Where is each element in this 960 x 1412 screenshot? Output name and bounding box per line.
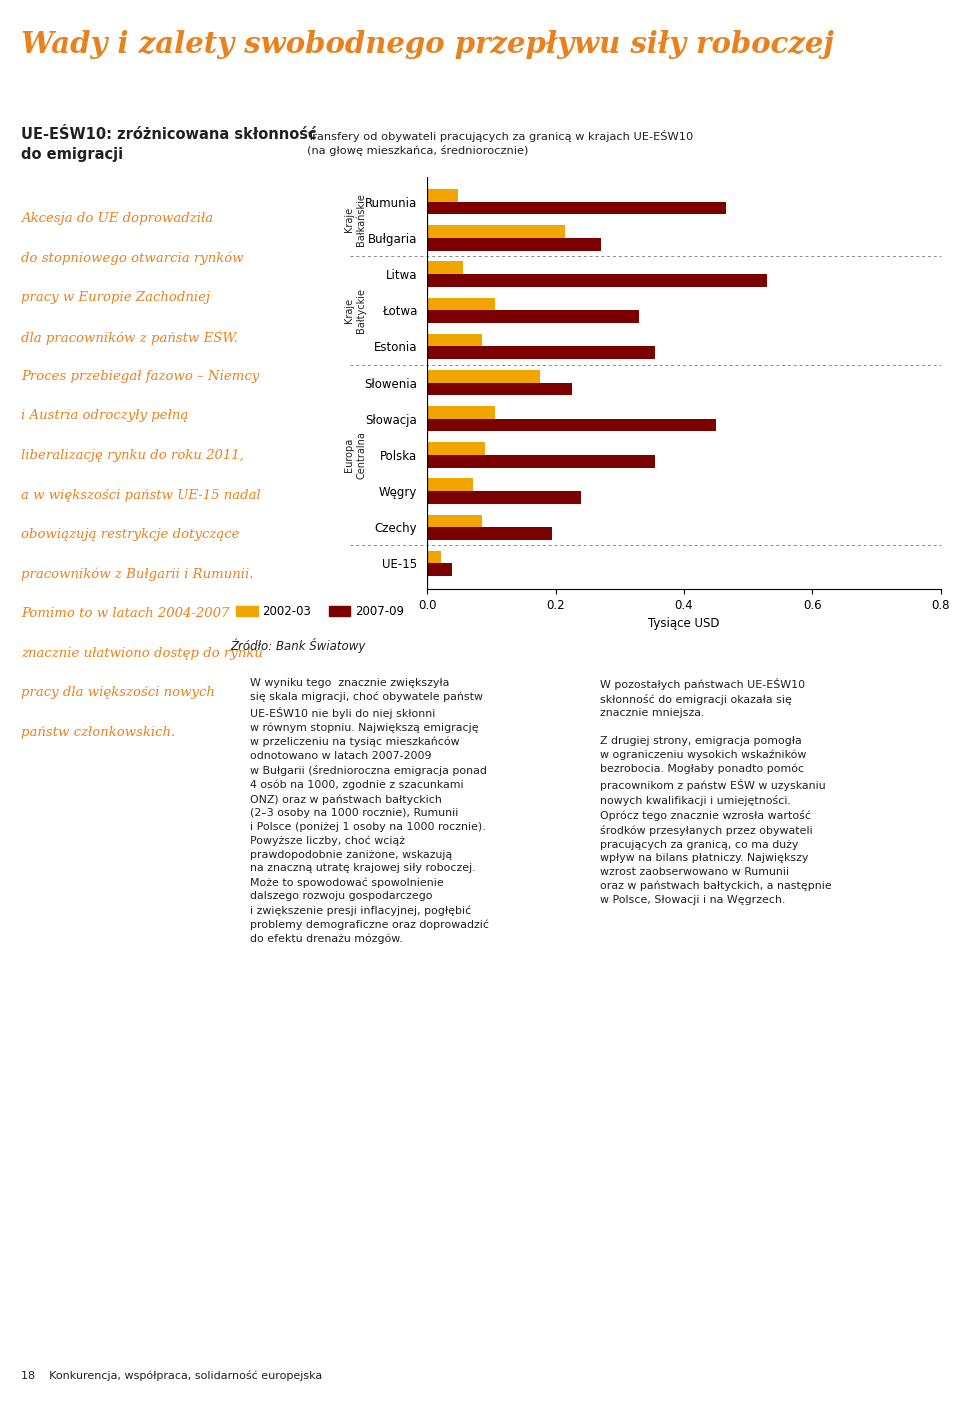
Bar (427, 563, 451, 576)
Bar (427, 239, 601, 251)
Bar (427, 442, 485, 455)
Text: do stopniowego otwarcia rynków: do stopniowego otwarcia rynków (21, 251, 244, 265)
Text: a w większości państw UE-15 nadal: a w większości państw UE-15 nadal (21, 489, 261, 501)
Bar (427, 551, 442, 563)
Text: UE-EŚW10: zróżnicowana skłonność
do emigracji: UE-EŚW10: zróżnicowana skłonność do emig… (21, 127, 317, 162)
Text: Wady i zalety swobodnego przepływu siły roboczej: Wady i zalety swobodnego przepływu siły … (21, 30, 834, 59)
Text: obowiązują restrykcje dotyczące: obowiązują restrykcje dotyczące (21, 528, 240, 541)
Text: W pozostałych państwach UE-EŚW10
skłonność do emigracji okazała się
znacznie mni: W pozostałych państwach UE-EŚW10 skłonno… (600, 678, 831, 905)
Text: 18    Konkurencja, współpraca, solidarność europejska: 18 Konkurencja, współpraca, solidarność … (21, 1370, 323, 1381)
Text: Transfery od obywateli pracujących za granicą w krajach UE-EŚW10
(na głowę miesz: Transfery od obywateli pracujących za gr… (307, 130, 693, 157)
Bar (427, 419, 716, 432)
Text: Źródło: Bank Światowy: Źródło: Bank Światowy (230, 638, 366, 654)
Text: Proces przebiegał fazowo – Niemcy: Proces przebiegał fazowo – Niemcy (21, 370, 259, 383)
Bar (427, 514, 482, 527)
Bar (427, 274, 767, 287)
Bar (427, 455, 655, 467)
Bar (427, 491, 581, 504)
Bar (427, 298, 494, 311)
Bar (427, 370, 540, 383)
Text: Pomimo to w latach 2004-2007: Pomimo to w latach 2004-2007 (21, 607, 229, 620)
Text: Europa
Centralna: Europa Centralna (345, 431, 366, 479)
Text: Kraje
Bałtyckie: Kraje Bałtyckie (345, 288, 366, 333)
Bar (427, 261, 463, 274)
Text: liberalizację rynku do roku 2011,: liberalizację rynku do roku 2011, (21, 449, 244, 462)
Bar (427, 311, 639, 323)
X-axis label: Tysiące USD: Tysiące USD (648, 617, 720, 630)
Text: pracy dla większości nowych: pracy dla większości nowych (21, 686, 215, 699)
Bar (427, 479, 473, 491)
Text: i Austria odroczyły pełną: i Austria odroczyły pełną (21, 409, 188, 422)
Text: W wyniku tego  znacznie zwiększyła
się skala migracji, choć obywatele państw
UE-: W wyniku tego znacznie zwiększyła się sk… (250, 678, 489, 945)
Legend: 2002-03, 2007-09: 2002-03, 2007-09 (236, 606, 404, 618)
Text: Akcesja do UE doprowadziła: Akcesja do UE doprowadziła (21, 212, 213, 225)
Text: Kraje
Bałkańskie: Kraje Bałkańskie (345, 193, 366, 246)
Text: pracowników z Bułgarii i Rumunii.: pracowników z Bułgarii i Rumunii. (21, 568, 253, 582)
Bar (427, 527, 552, 539)
Text: dla pracowników z państw EŚW.: dla pracowników z państw EŚW. (21, 330, 238, 346)
Text: państw członkowskich.: państw członkowskich. (21, 726, 176, 738)
Bar (427, 333, 482, 346)
Text: pracy w Europie Zachodniej: pracy w Europie Zachodniej (21, 291, 210, 304)
Bar (427, 226, 565, 239)
Bar (427, 202, 726, 215)
Text: znacznie ułatwiono dostęp do rynku: znacznie ułatwiono dostęp do rynku (21, 647, 263, 659)
Bar (427, 383, 571, 395)
Bar (427, 346, 655, 359)
Bar (427, 407, 494, 419)
Bar (427, 189, 458, 202)
